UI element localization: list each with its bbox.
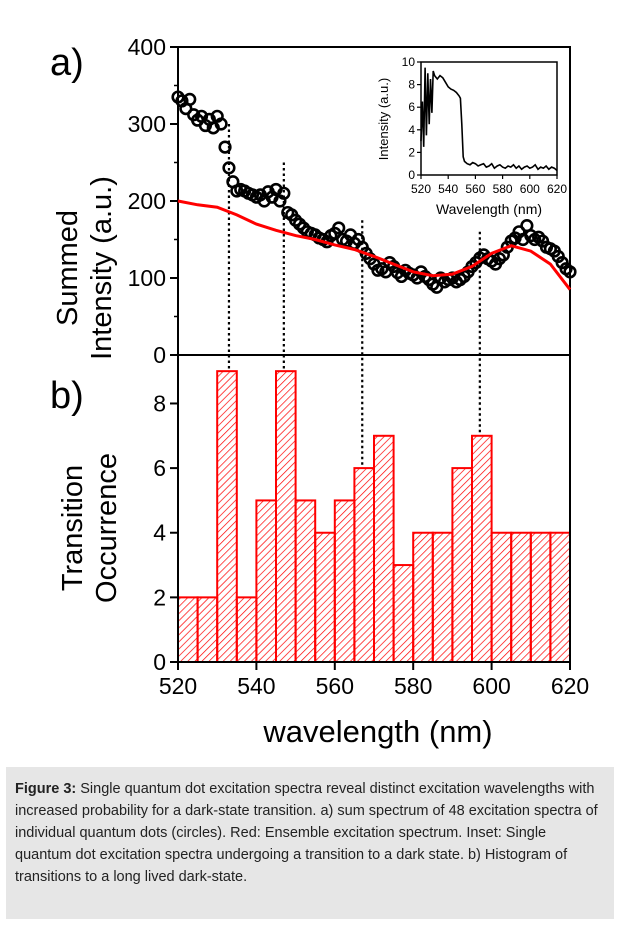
histogram-bar [471, 434, 493, 663]
inset-frame [420, 61, 558, 176]
panel-a-ytick-label: 200 [128, 188, 166, 214]
panel-a-ytick-label: 400 [128, 34, 166, 60]
data-circle [277, 186, 291, 200]
figure-chart: a) Summed Intensity (a.u.) 0100200300400… [50, 34, 589, 749]
histogram-bar [451, 467, 473, 663]
ensemble-line [177, 199, 572, 291]
panel-b-xtick-label: 520 [159, 673, 197, 699]
histogram-bar [196, 596, 219, 663]
inset-line [420, 67, 558, 172]
panel-b-xlabel: wavelength (nm) [262, 714, 492, 749]
panel-a-ensemble-series [177, 199, 572, 291]
panel-a-y-axis: 0 100 200 300 400 [128, 34, 178, 368]
data-circle [214, 117, 228, 131]
panel-b-ylabel-line1: Transition [57, 465, 89, 591]
inset-ytick-label: 4 [408, 123, 415, 137]
histogram-bar [275, 370, 297, 663]
histogram-bar [333, 499, 356, 663]
panel-b-y-axis: 0 2 4 6 8 [153, 390, 178, 675]
histogram-bar [235, 596, 258, 663]
panel-b-ylabel-line2: Occurrence [91, 453, 123, 603]
inset-series [420, 67, 558, 172]
inset-xtick-label: 580 [493, 182, 513, 196]
panel-a-ytick-label: 100 [128, 265, 166, 291]
panel-b-xtick-label: 600 [472, 673, 510, 699]
panel-a-ytick-label: 300 [128, 111, 166, 137]
inset-ylabel: Intensity (a.u.) [376, 78, 391, 160]
histogram-bar [549, 531, 572, 663]
histogram-bar [353, 467, 375, 663]
histogram-bar [255, 499, 277, 663]
panel-b-xtick-label: 540 [237, 673, 275, 699]
inset-axes: 520 540 560 580 600 620 0 2 4 6 8 10 [402, 55, 568, 196]
data-circle [183, 92, 197, 106]
histogram-bar [412, 531, 434, 663]
inset-ytick-label: 6 [408, 100, 415, 114]
histogram-bar [294, 499, 317, 663]
panel-b-bars [177, 370, 572, 663]
inset-xtick-label: 600 [520, 182, 540, 196]
data-circle [218, 140, 232, 154]
panel-b-ytick-label: 2 [153, 584, 166, 610]
histogram-bar [314, 531, 336, 663]
panel-b-ytick-label: 6 [153, 455, 166, 481]
data-circle [332, 221, 346, 235]
panel-b-xtick-label: 580 [394, 673, 432, 699]
panel-a-ylabel-line1: Summed [52, 210, 84, 326]
panel-b-label: b) [50, 375, 84, 417]
panel-b: b) Transition Occurrence 0 2 4 6 8 520 540 560… [50, 354, 589, 749]
panel-b-ytick-label: 4 [153, 520, 166, 546]
caption-text: Single quantum dot excitation spectra re… [15, 781, 598, 885]
panel-a-ytick-label: 0 [153, 342, 166, 368]
panel-b-xtick-label: 620 [551, 673, 589, 699]
panel-b-frame [177, 354, 571, 663]
histogram-bar [431, 531, 454, 663]
panel-b-x-axis: 520 540 560 580 600 620 [159, 662, 589, 699]
histogram-bar [510, 531, 532, 663]
panel-b-ytick-label: 8 [153, 390, 166, 416]
inset-xlabel: Wavelength (nm) [436, 201, 542, 217]
inset-ytick-label: 8 [408, 78, 415, 92]
histogram-bar [373, 434, 395, 663]
data-circle [563, 265, 577, 279]
panel-a-label: a) [50, 42, 84, 84]
histogram-bar [392, 564, 415, 663]
inset-xtick-label: 540 [438, 182, 458, 196]
data-circle [222, 161, 236, 175]
figure-caption: Figure 3: Single quantum dot excitation … [6, 767, 614, 919]
inset-xtick-label: 560 [465, 182, 485, 196]
inset-xtick-label: 620 [547, 182, 567, 196]
histogram-bar [177, 596, 199, 663]
inset-ytick-label: 2 [408, 145, 415, 159]
caption-label: Figure 3: [15, 781, 77, 797]
inset-ytick-label: 0 [408, 168, 415, 182]
histogram-bar [490, 531, 513, 663]
inset-plot: Intensity (a.u.) Wavelength (nm) 520 540 5… [376, 55, 567, 217]
histogram-bar [216, 370, 238, 663]
panel-b-xtick-label: 560 [316, 673, 354, 699]
inset-ytick-label: 10 [402, 55, 416, 69]
panel-b-ytick-label: 0 [153, 649, 166, 675]
histogram-bar [529, 531, 552, 663]
inset-xtick-label: 520 [411, 182, 431, 196]
panel-a-ylabel-line2: Intensity (a.u.) [86, 176, 118, 360]
